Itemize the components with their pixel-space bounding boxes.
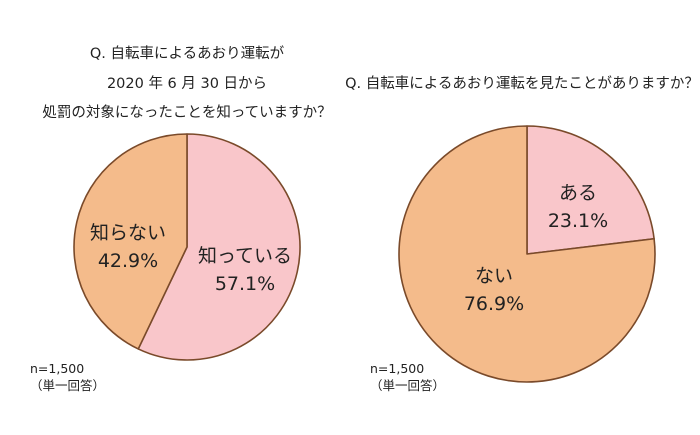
chart2-pie xyxy=(398,125,656,383)
chart2-slice-label-yes: ある xyxy=(559,182,597,204)
chart1-pie xyxy=(73,133,301,361)
chart2-slice-0 xyxy=(526,125,655,255)
chart2-slice-1 xyxy=(398,125,656,383)
chart1-title-line-2: 2020 年 6 月 30 日から xyxy=(106,76,268,92)
chart1-slice-percent-knows: 57.1% xyxy=(215,273,275,295)
chart1-title-line-3: 処罰の対象になったことを知っていますか？ xyxy=(42,105,332,121)
chart1-note-answer-type: （単一回答） xyxy=(30,378,106,393)
chart2-note: n=1,500 （単一回答） xyxy=(370,360,445,394)
chart2-note-sample-size: n=1,500 xyxy=(370,361,425,376)
chart1-slice-label-knows: 知っている xyxy=(198,245,292,267)
chart2-slice-label-no: ない xyxy=(475,265,513,287)
chart1-note: n=1,500 （単一回答） xyxy=(30,360,105,394)
chart2-title: Q. 自転車によるあおり運転を見たことがありますか？ xyxy=(345,76,699,92)
chart1-title-line-1: Q. 自転車によるあおり運転が xyxy=(89,46,285,62)
chart2-slice-percent-no: 76.9% xyxy=(464,293,524,315)
chart1-slice-1 xyxy=(73,133,188,350)
chart2-slice-percent-yes: 23.1% xyxy=(548,210,608,232)
chart1-slice-percent-not-know: 42.9% xyxy=(98,250,158,272)
chart1-slice-0 xyxy=(137,133,301,361)
chart1-slice-label-not-know: 知らない xyxy=(90,222,166,244)
chart1-note-sample-size: n=1,500 xyxy=(30,361,85,376)
chart2-note-answer-type: （単一回答） xyxy=(370,378,446,393)
